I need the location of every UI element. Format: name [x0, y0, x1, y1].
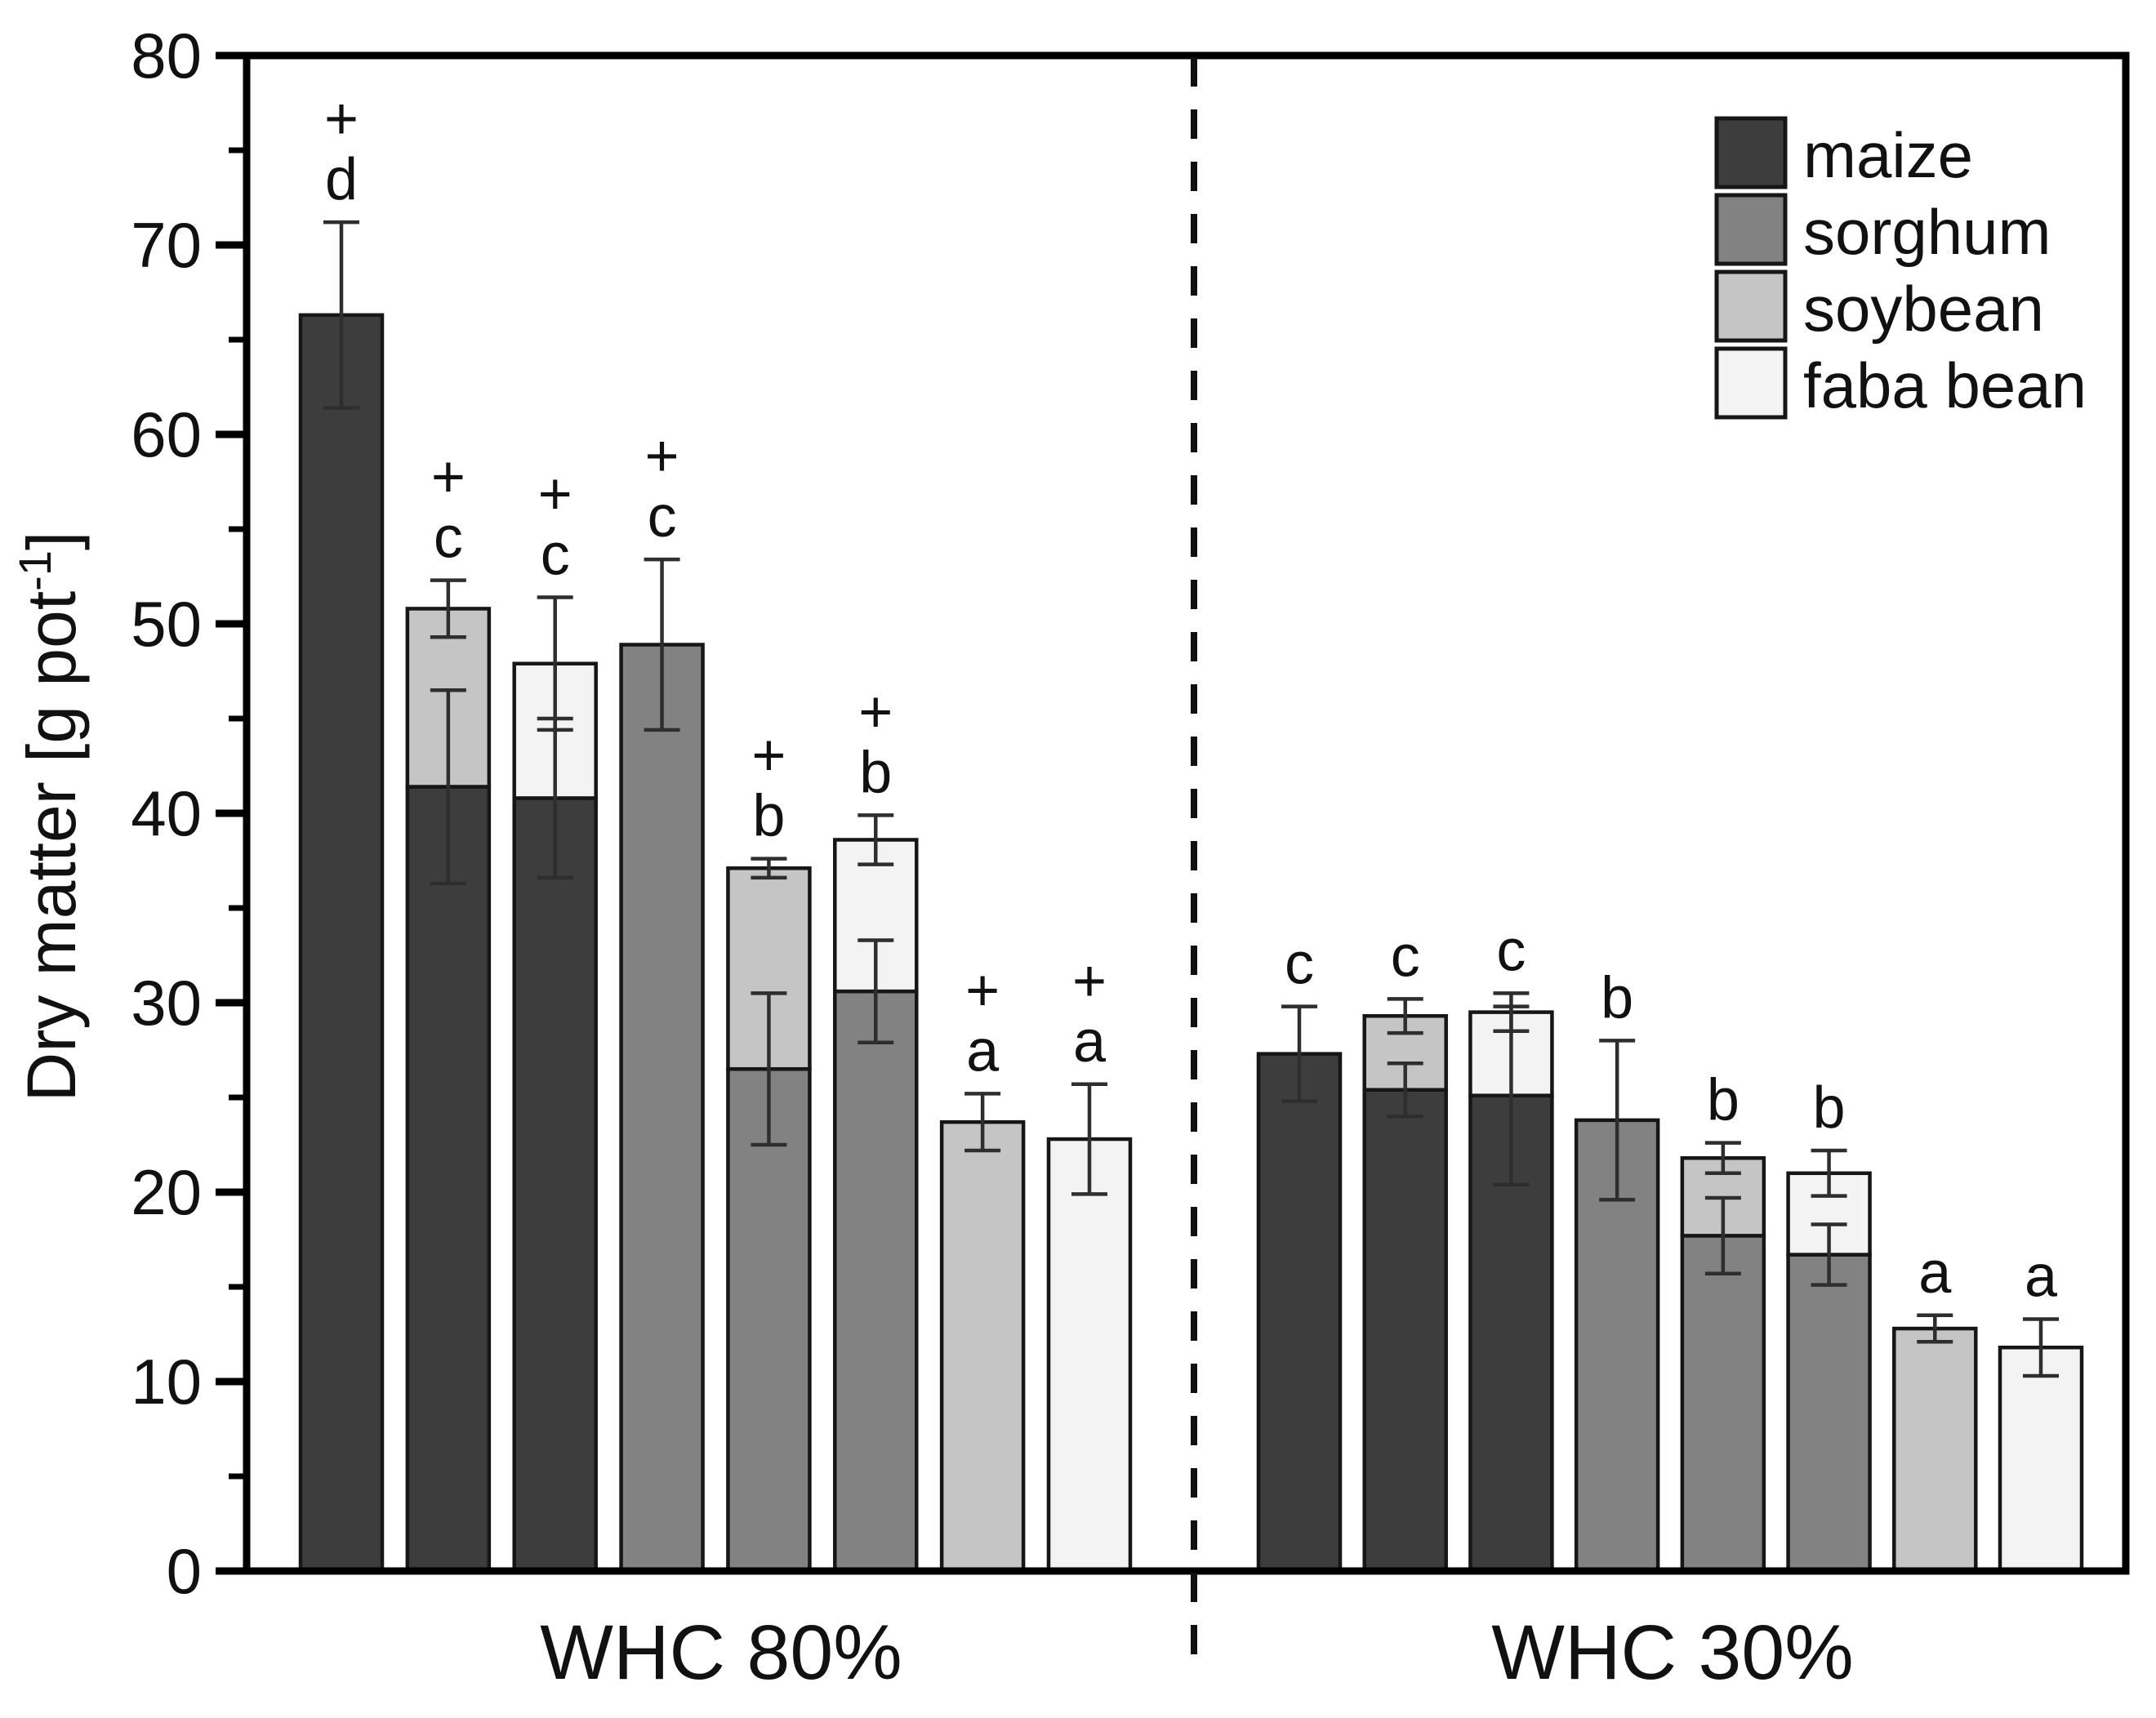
legend-swatch-maize	[1714, 116, 1788, 189]
x-group-label-whc80: WHC 80%	[540, 1609, 902, 1696]
bar-segment-sorghum	[833, 989, 919, 1573]
legend-swatch-sorghum	[1714, 193, 1788, 266]
significance-letter: b	[1707, 1068, 1740, 1133]
legend: maize sorghum soybean faba bean	[1714, 116, 2087, 421]
legend-label-sorghum: sorghum	[1803, 196, 2051, 268]
significance-letter: a	[1918, 1240, 1952, 1306]
bar-segment-maize	[1362, 1088, 1448, 1573]
significance-plus: +	[751, 723, 786, 789]
significance-plus: +	[431, 445, 466, 510]
y-tick-30: 30	[131, 967, 202, 1039]
significance-letter: b	[752, 784, 785, 849]
significance-letter: c	[1496, 918, 1526, 983]
y-axis-title: Dry matter [g pot-1]	[9, 532, 90, 1102]
significance-letter: c	[1285, 932, 1314, 997]
plot-frame	[243, 51, 2130, 1575]
y-tick-80: 80	[131, 20, 202, 91]
legend-label-faba-bean: faba bean	[1803, 349, 2087, 421]
significance-letter: a	[2025, 1244, 2058, 1309]
significance-letter: c	[541, 523, 570, 588]
y-tick-20: 20	[131, 1156, 202, 1228]
bar-segment-soybean	[1892, 1326, 1978, 1573]
bar-segment-faba-bean	[1998, 1345, 2084, 1573]
y-tick-10: 10	[131, 1346, 202, 1418]
significance-letter: d	[325, 147, 358, 212]
significance-plus: +	[645, 424, 679, 489]
bar-segment-maize	[405, 785, 492, 1573]
y-axis-ticks	[216, 51, 247, 1575]
significance-letter: c	[648, 484, 677, 550]
legend-label-maize: maize	[1803, 119, 1973, 191]
significance-plus: +	[965, 958, 1000, 1023]
bar-segment-maize	[1256, 1052, 1343, 1573]
legend-swatch-faba-bean	[1714, 346, 1788, 420]
significance-plus: +	[1072, 949, 1107, 1014]
y-tick-40: 40	[131, 777, 202, 849]
significance-letter: c	[434, 505, 463, 571]
y-tick-labels: 0 10 20 30 40 50 60 70 80	[131, 20, 202, 1607]
y-tick-70: 70	[131, 209, 202, 281]
significance-letter: b	[859, 740, 892, 805]
significance-letter: a	[966, 1018, 1000, 1084]
significance-plus: +	[858, 679, 893, 745]
y-tick-50: 50	[131, 588, 202, 660]
legend-label-soybean: soybean	[1803, 273, 2044, 345]
significance-plus: +	[324, 87, 359, 152]
significance-letter: b	[1813, 1075, 1846, 1141]
significance-letter: c	[1391, 924, 1420, 989]
bar-segment-faba-bean	[1046, 1137, 1133, 1573]
bar-segment-sorghum	[726, 1066, 812, 1573]
y-tick-0: 0	[167, 1535, 202, 1607]
bar-segment-maize	[298, 313, 385, 1573]
bars-layer: d+c+c+ c+b+ b+a+a+ c c cbb ba a	[298, 87, 2084, 1573]
legend-swatch-soybean	[1714, 269, 1788, 343]
bar-segment-sorghum	[1786, 1253, 1872, 1573]
x-group-label-whc30: WHC 30%	[1491, 1609, 1853, 1696]
bar-segment-soybean	[939, 1119, 1026, 1573]
significance-letter: b	[1601, 965, 1633, 1030]
bar-segment-sorghum	[1680, 1234, 1766, 1573]
y-tick-60: 60	[131, 398, 202, 470]
bar-segment-sorghum	[619, 643, 705, 1573]
bar-segment-maize	[512, 796, 598, 1573]
significance-plus: +	[538, 462, 572, 527]
significance-letter: a	[1073, 1009, 1107, 1075]
